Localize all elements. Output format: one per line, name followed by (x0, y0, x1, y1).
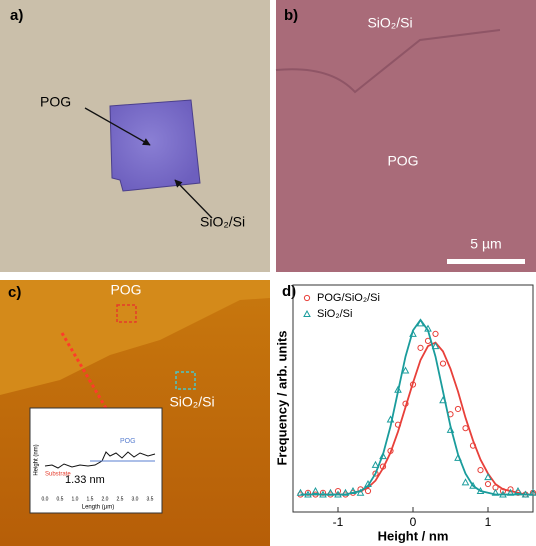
annotation: POG (387, 153, 418, 169)
point (364, 487, 372, 495)
point (439, 360, 447, 367)
point (349, 487, 357, 495)
point (416, 319, 425, 327)
scale-label: 5 µm (470, 236, 501, 252)
axis-title: Length (µm) (82, 505, 114, 511)
panel-label: c) (8, 284, 21, 301)
sample (109, 99, 201, 192)
marker-box (175, 371, 196, 390)
point (334, 490, 342, 498)
inset-tick-label: 0.5 (57, 496, 64, 502)
point (439, 396, 447, 404)
point (469, 442, 477, 449)
point (491, 488, 500, 496)
point (409, 329, 417, 337)
legend-label: POG/SiO₂/Si (317, 292, 380, 304)
point (454, 405, 462, 413)
x-tick-label: 0 (410, 515, 417, 529)
profile-line (60, 332, 109, 411)
point (462, 425, 469, 432)
point (379, 463, 387, 470)
inset-tick-label: 2.0 (102, 496, 109, 502)
fit-line (300, 318, 533, 496)
point (311, 487, 320, 495)
inset-tick-label: 2.5 (117, 496, 124, 502)
point (454, 453, 462, 461)
legend-marker (303, 309, 311, 317)
inset-tick-label: 1.0 (72, 496, 79, 502)
point (529, 488, 536, 496)
point (431, 342, 440, 350)
point (394, 385, 402, 393)
panel-label: d) (282, 283, 296, 300)
point (506, 488, 515, 496)
point (461, 478, 470, 486)
point (514, 487, 522, 495)
edge (275, 29, 501, 94)
point (319, 490, 327, 498)
inset-tick-label: 3.0 (132, 496, 139, 502)
inset-tick-label: 3.5 (147, 496, 154, 502)
annotation: SiO₂/Si (169, 394, 214, 410)
point (484, 473, 492, 481)
annotation: Substrate (45, 472, 71, 478)
point (484, 480, 492, 488)
point (296, 488, 305, 496)
point (432, 330, 439, 337)
arrow (174, 179, 213, 219)
inset-ticks: 0.0 0.5 1.0 1.5 2.0 2.5 3.0 3.5 (42, 496, 154, 502)
x-tick-label: -1 (333, 515, 344, 529)
y-axis-title: Frequency / arb. units (274, 330, 289, 465)
point (521, 490, 530, 498)
profile (44, 451, 156, 469)
annotation: POG (110, 282, 141, 298)
point (379, 452, 387, 460)
point (507, 486, 514, 493)
fit-line (300, 341, 533, 496)
point (402, 400, 409, 407)
afm-region (0, 280, 270, 395)
point (386, 415, 395, 423)
point (401, 366, 410, 374)
point (356, 488, 365, 496)
point (326, 488, 335, 496)
scale-bar (447, 259, 525, 264)
inset-tick-label: 1.5 (87, 496, 94, 502)
legend-label: SiO₂/Si (317, 308, 352, 320)
point (371, 460, 380, 468)
point (387, 447, 394, 454)
x-axis-title: Height / nm (378, 528, 449, 543)
legend-marker (303, 294, 311, 302)
point (499, 490, 507, 498)
marker-box (116, 304, 137, 323)
arrow (84, 107, 151, 146)
point (469, 481, 477, 489)
annotation: POG (120, 438, 136, 445)
panel-label: a) (10, 7, 23, 24)
inset-tick-label: 0.0 (42, 496, 49, 502)
point (424, 324, 432, 332)
annotation: POG (40, 94, 71, 110)
point (364, 480, 372, 488)
panel-label: b) (284, 7, 298, 24)
point (372, 470, 379, 477)
annotation: SiO₂/Si (200, 214, 245, 230)
point (476, 487, 485, 495)
point (394, 421, 402, 428)
micrograph (276, 0, 536, 272)
point (409, 381, 417, 388)
point (446, 425, 455, 433)
x-tick-label: 1 (485, 515, 492, 529)
point (417, 344, 424, 351)
point (477, 466, 484, 474)
annotation: 1.33 nm (65, 474, 105, 486)
point (304, 490, 312, 498)
point (341, 488, 350, 496)
axis-title: Height (nm) (34, 444, 40, 475)
annotation: SiO₂/Si (367, 15, 412, 31)
